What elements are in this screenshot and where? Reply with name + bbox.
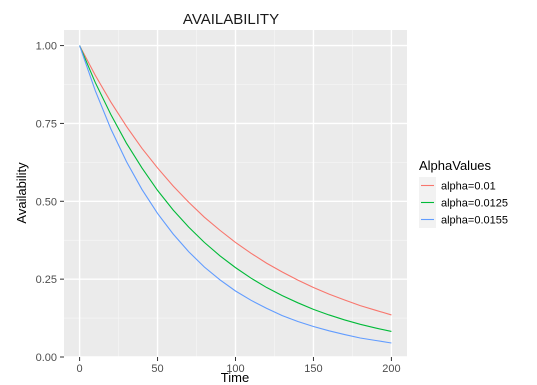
y-axis-title: Availability [14, 162, 29, 224]
x-tick-label: 0 [77, 363, 83, 375]
series-line-1 [79, 45, 392, 316]
x-tick-label: 100 [226, 363, 244, 375]
x-axis-ticks: 0 50 100 150 200 [77, 357, 401, 375]
y-tick-label: 0.25 [36, 274, 57, 286]
x-tick-label: 150 [304, 363, 322, 375]
series-line-2 [79, 45, 392, 332]
legend-title: AlphaValues [419, 158, 492, 173]
x-tick-label: 50 [151, 363, 163, 375]
series-lines [79, 45, 392, 344]
legend-label: alpha=0.0155 [441, 215, 508, 227]
y-tick-label: 0.50 [36, 196, 57, 208]
legend: AlphaValues alpha=0.01alpha=0.0125alpha=… [419, 158, 508, 228]
x-tick-label: 200 [382, 363, 400, 375]
y-tick-label: 0.75 [36, 118, 57, 130]
legend-label: alpha=0.0125 [441, 198, 508, 210]
series-line-3 [79, 45, 392, 344]
legend-label: alpha=0.01 [441, 181, 496, 193]
legend-items: alpha=0.01 alpha=0.0125 alpha=0.0155 [419, 177, 508, 228]
y-tick-label: 0.00 [36, 352, 57, 364]
y-tick-label: 1.00 [36, 41, 57, 53]
x-axis-title: Time [221, 370, 249, 385]
y-axis-ticks: 0.00 0.25 0.50 0.75 1.00 [36, 41, 64, 364]
chart-title: AVAILABILITY [183, 11, 279, 28]
